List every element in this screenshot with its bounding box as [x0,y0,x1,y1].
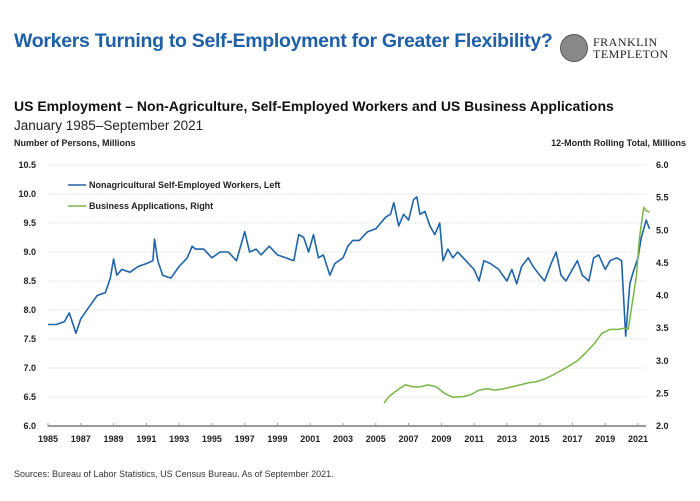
y-left-tick-label: 9.5 [23,218,36,228]
x-tick-label: 2007 [399,434,419,444]
x-tick-label: 2003 [333,434,353,444]
chart-subtitle: US Employment – Non-Agriculture, Self-Em… [14,98,614,114]
y-right-tick-label: 5.5 [656,193,669,203]
y-right-tick-label: 4.5 [656,258,669,268]
x-tick-label: 2015 [530,434,550,444]
x-tick-label: 1999 [267,434,287,444]
y-right-tick-label: 2.5 [656,388,669,398]
y-left-tick-label: 6.0 [23,421,36,431]
self-employed-series-line [48,196,651,337]
y-left-tick-label: 6.5 [23,392,36,402]
y-left-tick-label: 10.5 [18,160,36,170]
source-note: Sources: Bureau of Labor Statistics, US … [14,469,334,479]
x-tick-label: 2017 [562,434,582,444]
left-axis-label: Number of Persons, Millions [14,138,136,148]
y-right-tick-label: 2.0 [656,421,669,431]
franklin-templeton-logo: FRANKLIN TEMPLETON [560,34,669,62]
x-tick-label: 2019 [595,434,615,444]
x-tick-label: 2013 [497,434,517,444]
x-tick-label: 2009 [431,434,451,444]
y-left-tick-label: 8.0 [23,305,36,315]
legend-label: Nonagricultural Self-Employed Workers, L… [89,180,280,190]
date-range: January 1985–September 2021 [14,118,204,133]
business-applications-series-line [383,206,650,404]
y-right-tick-label: 5.0 [656,225,669,235]
y-left-tick-label: 7.5 [23,334,36,344]
y-right-tick-label: 6.0 [656,160,669,170]
x-tick-label: 2021 [628,434,648,444]
logo-line-2: TEMPLETON [593,47,669,61]
y-left-tick-label: 7.0 [23,363,36,373]
x-tick-label: 1993 [169,434,189,444]
logo-line-1: FRANKLIN [593,35,658,49]
portrait-seal-icon [560,34,588,62]
y-right-tick-label: 3.0 [656,356,669,366]
x-tick-label: 1995 [202,434,222,444]
x-tick-label: 1997 [235,434,255,444]
x-tick-label: 2011 [464,434,484,444]
y-right-tick-label: 3.5 [656,323,669,333]
legend-label: Business Applications, Right [89,201,213,211]
y-right-tick-label: 4.0 [656,291,669,301]
x-tick-label: 2005 [366,434,386,444]
x-tick-label: 1987 [71,434,91,444]
x-tick-label: 1985 [38,434,58,444]
y-left-tick-label: 9.0 [23,247,36,257]
y-left-tick-label: 10.0 [18,189,36,199]
x-tick-label: 1989 [104,434,124,444]
right-axis-label: 12-Month Rolling Total, Millions [551,138,686,148]
x-tick-label: 2001 [300,434,320,444]
x-tick-label: 1991 [136,434,156,444]
y-left-tick-label: 8.5 [23,276,36,286]
page-title: Workers Turning to Self-Employment for G… [14,30,553,52]
